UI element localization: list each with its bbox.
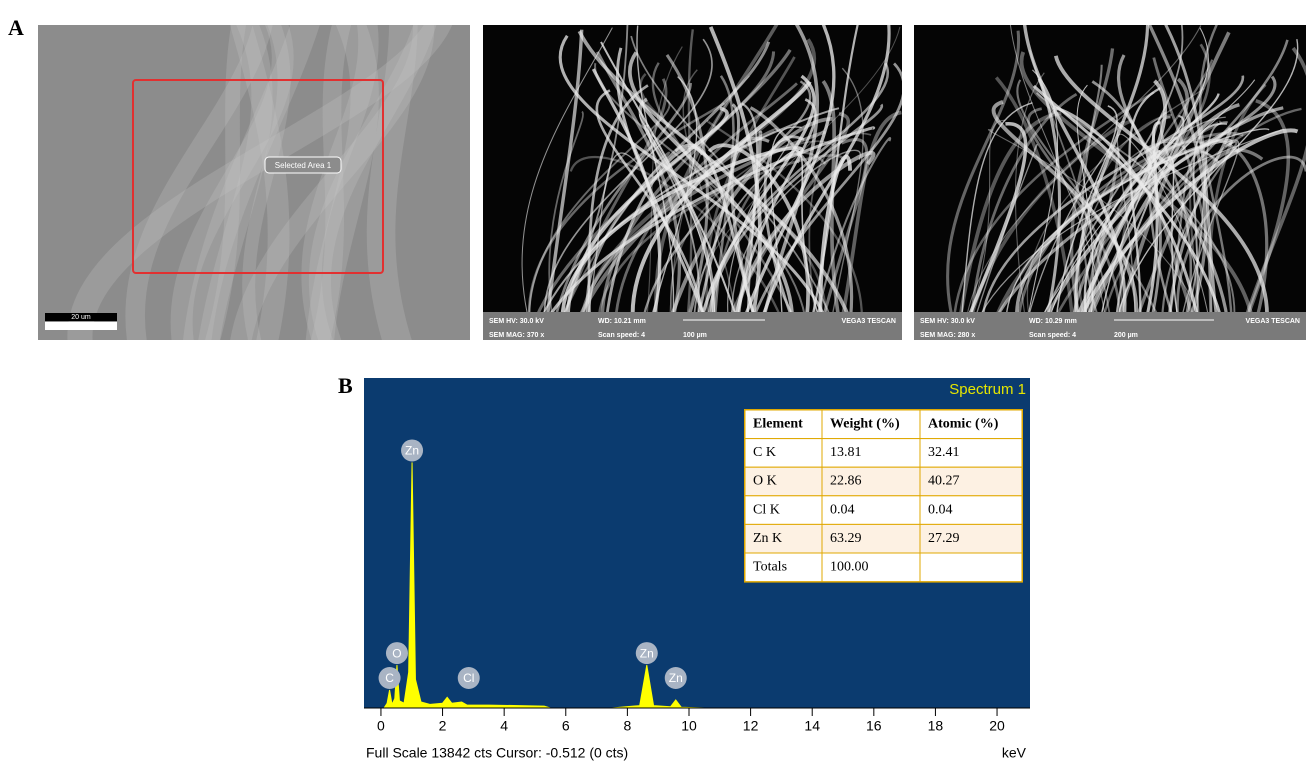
table-cell-text: 40.27 [928, 474, 960, 489]
scale-label: 20 um [71, 314, 91, 321]
figure: A B SEM HV: 30.0 kV WD: 10.21 mm VEGA3 TES… [0, 0, 1310, 765]
table-cell-text: 22.86 [830, 474, 862, 489]
x-tick-label: 6 [562, 718, 570, 734]
x-axis-label: keV [1002, 745, 1027, 761]
info-text: SEM MAG: 370 x [489, 332, 544, 339]
element-label: O [392, 646, 401, 660]
x-tick-label: 4 [500, 718, 508, 734]
table-cell-text: 13.81 [830, 445, 862, 460]
element-label: C [385, 671, 394, 685]
page: A B SEM HV: 30.0 kV WD: 10.21 mm VEGA3 TES… [0, 0, 1310, 765]
info-text: VEGA3 TESCAN [842, 318, 896, 325]
table-cell-text: 100.00 [830, 560, 869, 575]
info-text: WD: 10.29 mm [1029, 318, 1077, 325]
table-header: Atomic (%) [928, 417, 999, 432]
selection-label: Selected Area 1 [275, 161, 332, 170]
element-label: Cl [463, 671, 474, 685]
panel-label: A [8, 15, 24, 40]
table-header: Element [753, 417, 803, 432]
chart-title: Spectrum 1 [949, 381, 1026, 398]
table-cell-text: 32.41 [928, 445, 960, 460]
info-text: Scan speed: 4 [1029, 332, 1076, 339]
element-label: Zn [405, 444, 419, 458]
info-text: SEM MAG: 280 x [920, 332, 975, 339]
info-text: Scan speed: 4 [598, 332, 645, 339]
table-cell-text: C K [753, 445, 776, 460]
table-cell-text: 63.29 [830, 531, 862, 546]
info-text: 200 µm [1114, 332, 1138, 339]
x-tick-label: 14 [804, 718, 820, 734]
table-cell-text: Zn K [753, 531, 782, 546]
x-tick-label: 18 [928, 718, 944, 734]
table-cell [920, 553, 1022, 582]
table-cell-text: 27.29 [928, 531, 960, 546]
info-text: 100 µm [683, 332, 707, 339]
footer: Full Scale 13842 cts Cursor: -0.512 (0 c… [366, 745, 628, 761]
scale-bar-white [45, 322, 117, 330]
table-cell-text: Cl K [753, 502, 780, 517]
x-tick-label: 0 [377, 718, 385, 734]
x-tick-label: 16 [866, 718, 882, 734]
info-text: WD: 10.21 mm [598, 318, 646, 325]
x-tick-label: 2 [439, 718, 447, 734]
info-text: VEGA3 TESCAN [1246, 318, 1300, 325]
element-label: Zn [669, 671, 683, 685]
panel-label: B [338, 373, 353, 398]
table-header: Weight (%) [830, 417, 900, 432]
table-cell-text: 0.04 [928, 502, 953, 517]
x-tick-label: 10 [681, 718, 697, 734]
info-text: SEM HV: 30.0 kV [920, 318, 975, 325]
table-cell-text: 0.04 [830, 502, 855, 517]
x-tick-label: 8 [623, 718, 631, 734]
element-label: Zn [640, 646, 654, 660]
table-cell-text: Totals [753, 560, 787, 575]
table-cell-text: O K [753, 474, 777, 489]
x-tick-label: 12 [743, 718, 759, 734]
x-tick-label: 20 [989, 718, 1005, 734]
info-text: SEM HV: 30.0 kV [489, 318, 544, 325]
